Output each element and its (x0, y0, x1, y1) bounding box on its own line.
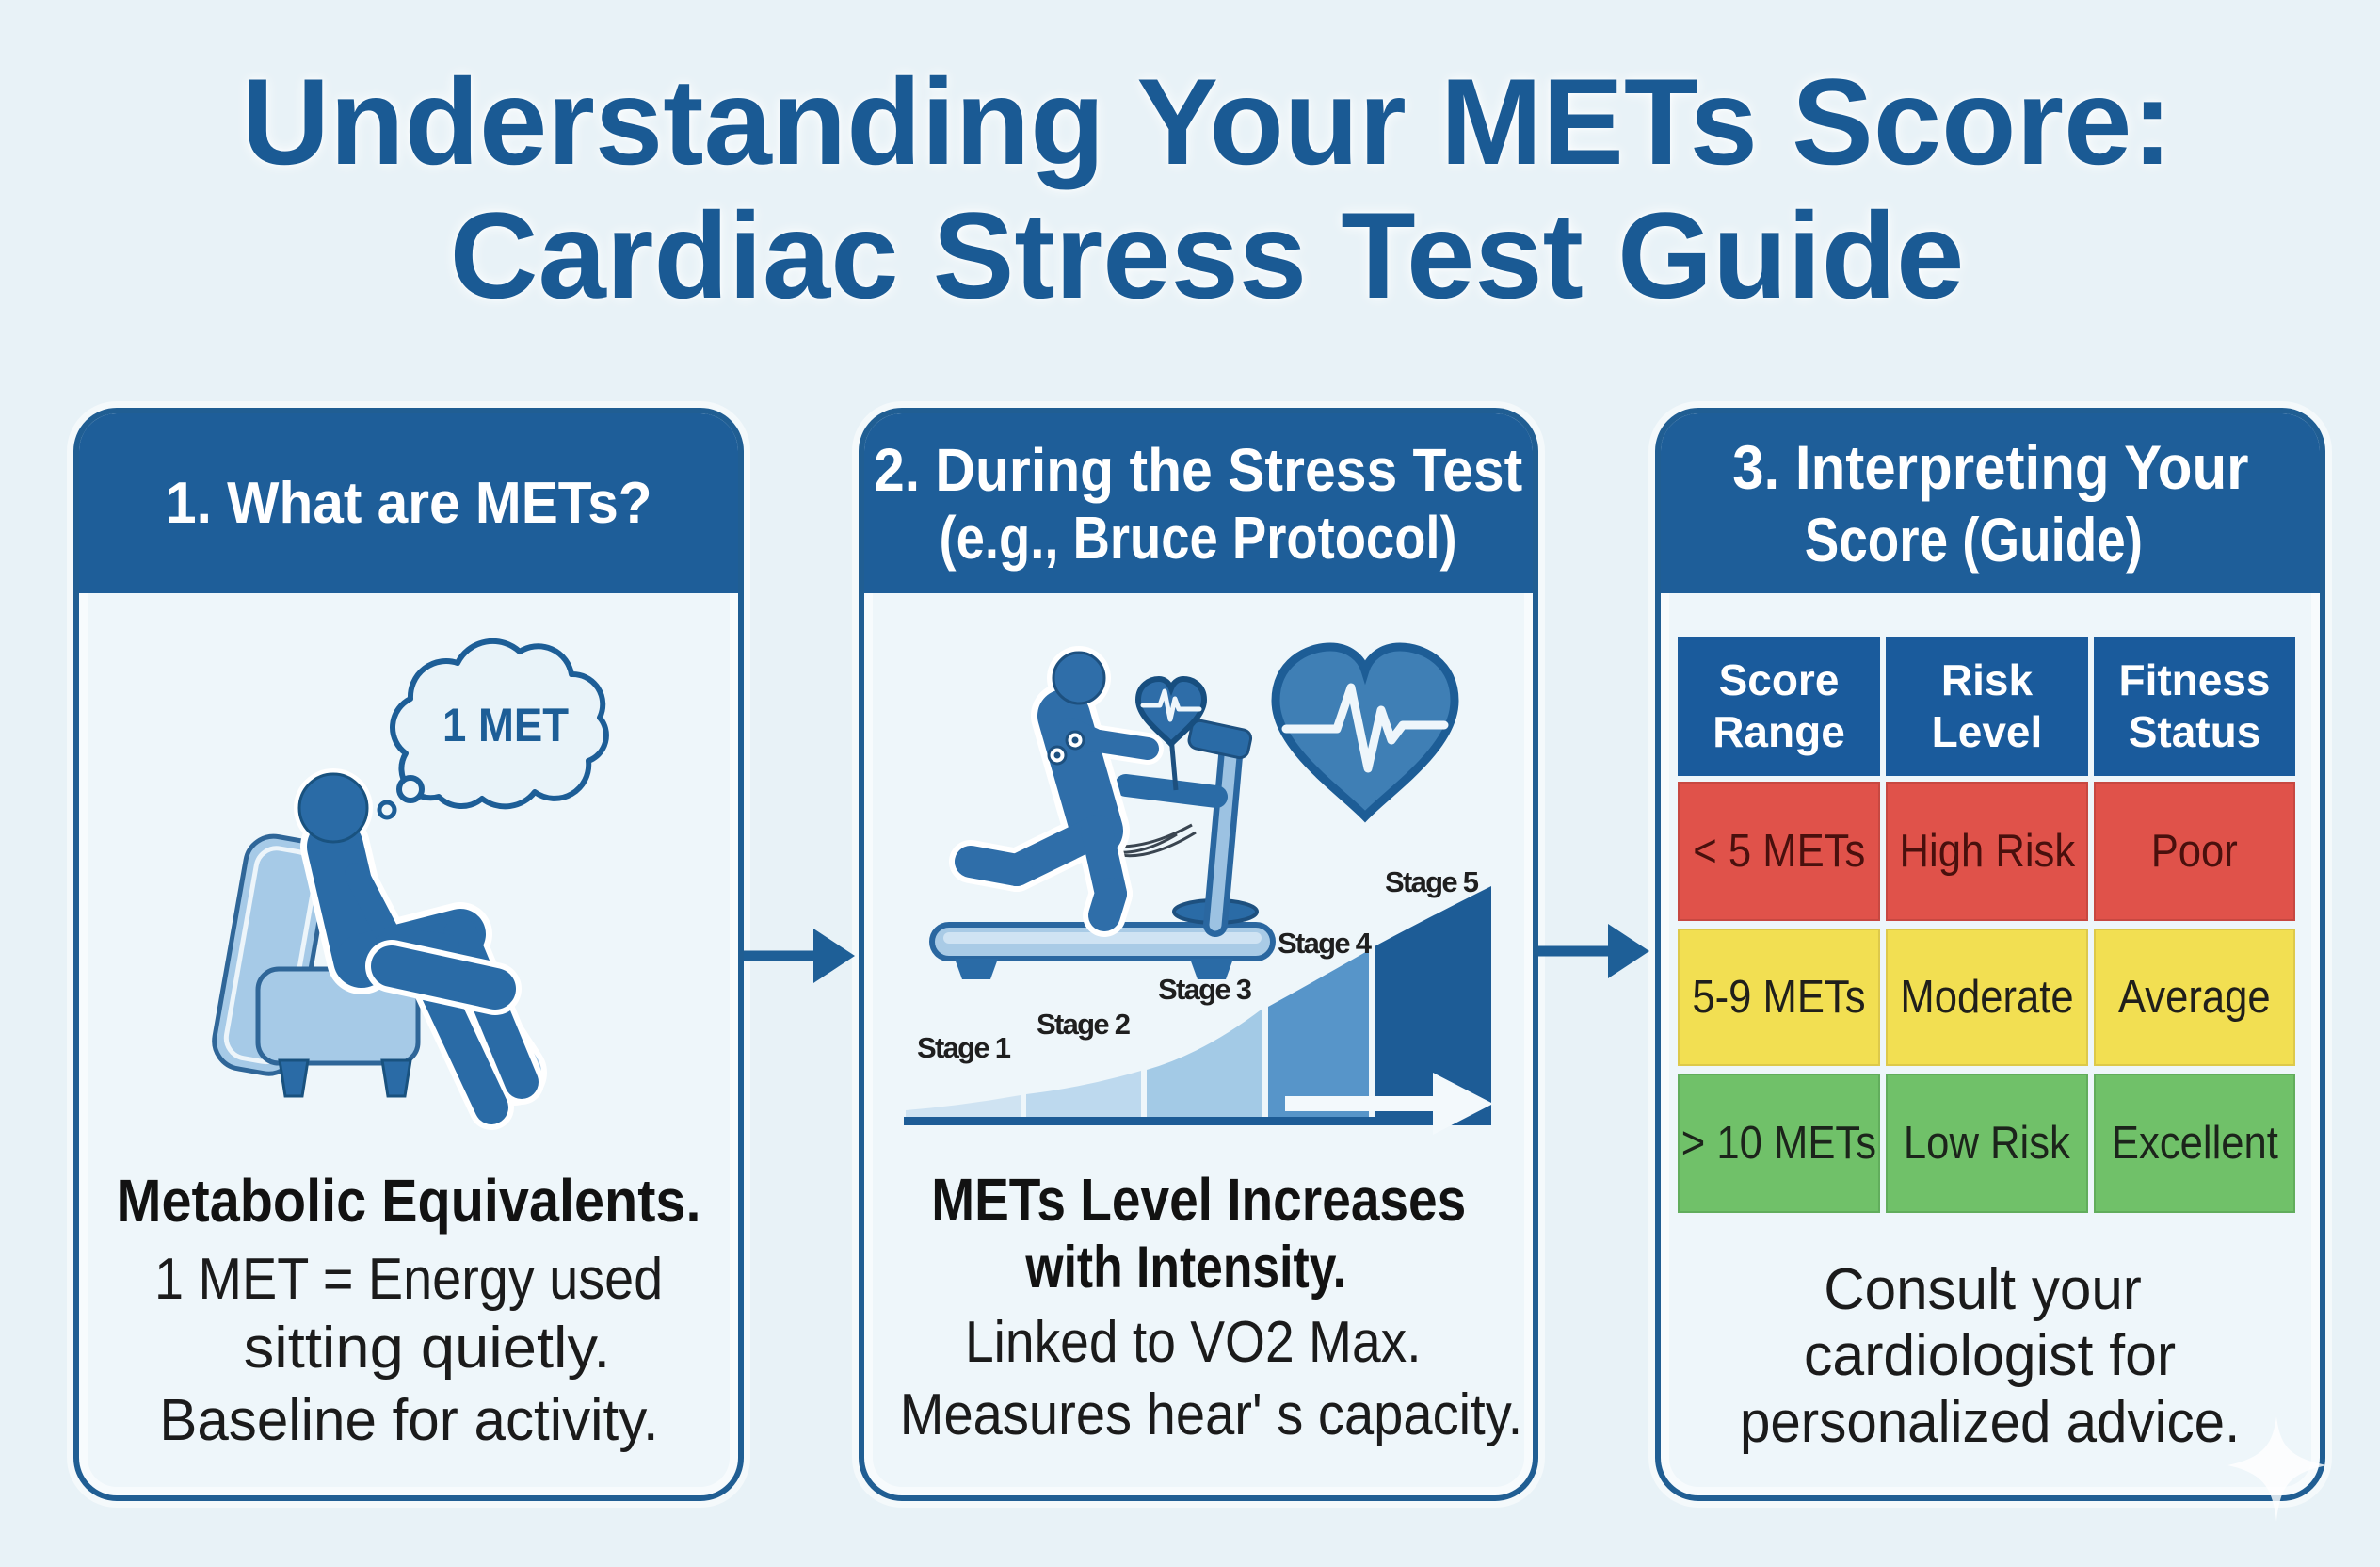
svg-text:1 MET: 1 MET (442, 699, 569, 751)
svg-text:Stage 5: Stage 5 (1385, 865, 1479, 898)
svg-text:Stage 2: Stage 2 (1037, 1008, 1131, 1041)
svg-text:Stage 3: Stage 3 (1158, 973, 1252, 1006)
svg-text:Stage 4: Stage 4 (1278, 927, 1373, 960)
svg-text:Stage 1: Stage 1 (917, 1031, 1011, 1064)
